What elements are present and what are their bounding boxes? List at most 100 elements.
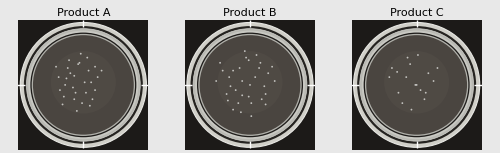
Circle shape bbox=[264, 93, 266, 95]
Circle shape bbox=[240, 111, 242, 113]
Circle shape bbox=[72, 87, 74, 88]
Circle shape bbox=[436, 67, 438, 69]
Circle shape bbox=[425, 92, 426, 94]
Circle shape bbox=[248, 59, 250, 61]
Circle shape bbox=[74, 98, 75, 100]
Circle shape bbox=[424, 98, 426, 100]
Ellipse shape bbox=[187, 22, 313, 147]
Circle shape bbox=[62, 104, 64, 105]
Circle shape bbox=[242, 94, 243, 96]
Circle shape bbox=[274, 80, 276, 82]
Circle shape bbox=[63, 96, 65, 97]
Ellipse shape bbox=[190, 26, 310, 144]
Ellipse shape bbox=[357, 26, 476, 144]
Circle shape bbox=[58, 76, 59, 78]
Ellipse shape bbox=[30, 33, 136, 137]
Circle shape bbox=[81, 102, 83, 104]
Circle shape bbox=[248, 96, 250, 97]
Ellipse shape bbox=[26, 29, 140, 141]
Circle shape bbox=[428, 72, 430, 74]
Ellipse shape bbox=[51, 51, 116, 114]
Circle shape bbox=[250, 115, 252, 117]
Circle shape bbox=[228, 76, 230, 78]
Circle shape bbox=[88, 70, 90, 71]
Ellipse shape bbox=[197, 33, 303, 137]
Circle shape bbox=[409, 63, 411, 65]
Ellipse shape bbox=[193, 29, 307, 141]
Circle shape bbox=[264, 104, 266, 105]
Circle shape bbox=[70, 72, 71, 74]
Circle shape bbox=[226, 93, 228, 95]
Circle shape bbox=[232, 109, 234, 110]
Circle shape bbox=[396, 71, 398, 73]
Circle shape bbox=[85, 92, 87, 94]
Circle shape bbox=[254, 76, 256, 78]
Circle shape bbox=[74, 75, 75, 77]
Circle shape bbox=[256, 54, 258, 56]
Circle shape bbox=[216, 80, 217, 82]
Circle shape bbox=[416, 84, 418, 86]
Circle shape bbox=[59, 89, 61, 91]
Circle shape bbox=[92, 98, 94, 100]
Circle shape bbox=[78, 62, 80, 64]
Circle shape bbox=[68, 59, 70, 61]
Ellipse shape bbox=[195, 31, 305, 139]
Ellipse shape bbox=[200, 35, 300, 135]
Circle shape bbox=[90, 81, 92, 83]
Title: Product B: Product B bbox=[223, 8, 277, 18]
Ellipse shape bbox=[33, 35, 134, 135]
Circle shape bbox=[238, 67, 240, 69]
Ellipse shape bbox=[28, 31, 138, 139]
Circle shape bbox=[84, 81, 86, 83]
Circle shape bbox=[238, 102, 239, 104]
Circle shape bbox=[67, 67, 68, 69]
Ellipse shape bbox=[362, 31, 472, 139]
Ellipse shape bbox=[20, 22, 146, 147]
Circle shape bbox=[96, 76, 98, 78]
Ellipse shape bbox=[365, 34, 469, 136]
Circle shape bbox=[410, 109, 412, 110]
Circle shape bbox=[227, 100, 229, 101]
Circle shape bbox=[398, 92, 400, 94]
Circle shape bbox=[414, 84, 416, 86]
Circle shape bbox=[420, 89, 422, 91]
Circle shape bbox=[242, 80, 243, 82]
Circle shape bbox=[250, 102, 252, 104]
Circle shape bbox=[94, 66, 96, 68]
Circle shape bbox=[391, 67, 393, 69]
Ellipse shape bbox=[32, 34, 135, 136]
Circle shape bbox=[258, 67, 260, 69]
Circle shape bbox=[235, 89, 236, 91]
Circle shape bbox=[244, 50, 246, 52]
Circle shape bbox=[249, 84, 251, 86]
Circle shape bbox=[55, 66, 57, 68]
Circle shape bbox=[260, 62, 262, 64]
Circle shape bbox=[402, 102, 404, 104]
Circle shape bbox=[271, 66, 273, 68]
Circle shape bbox=[89, 105, 91, 107]
Circle shape bbox=[222, 70, 224, 71]
Ellipse shape bbox=[360, 29, 474, 141]
Title: Product C: Product C bbox=[390, 8, 444, 18]
Circle shape bbox=[76, 110, 78, 112]
Circle shape bbox=[432, 80, 434, 82]
Circle shape bbox=[417, 54, 419, 56]
Circle shape bbox=[66, 78, 68, 79]
Ellipse shape bbox=[364, 33, 470, 137]
Circle shape bbox=[64, 84, 66, 86]
Ellipse shape bbox=[198, 34, 302, 136]
Circle shape bbox=[245, 57, 247, 58]
Ellipse shape bbox=[24, 26, 143, 144]
Circle shape bbox=[80, 53, 82, 55]
Circle shape bbox=[100, 70, 102, 71]
Circle shape bbox=[230, 85, 232, 87]
Circle shape bbox=[268, 72, 269, 74]
Circle shape bbox=[232, 70, 234, 71]
Title: Product A: Product A bbox=[56, 8, 110, 18]
Circle shape bbox=[406, 76, 407, 78]
Circle shape bbox=[77, 63, 79, 65]
Circle shape bbox=[406, 57, 408, 58]
Ellipse shape bbox=[366, 35, 467, 135]
Circle shape bbox=[86, 57, 88, 58]
Ellipse shape bbox=[354, 22, 480, 147]
